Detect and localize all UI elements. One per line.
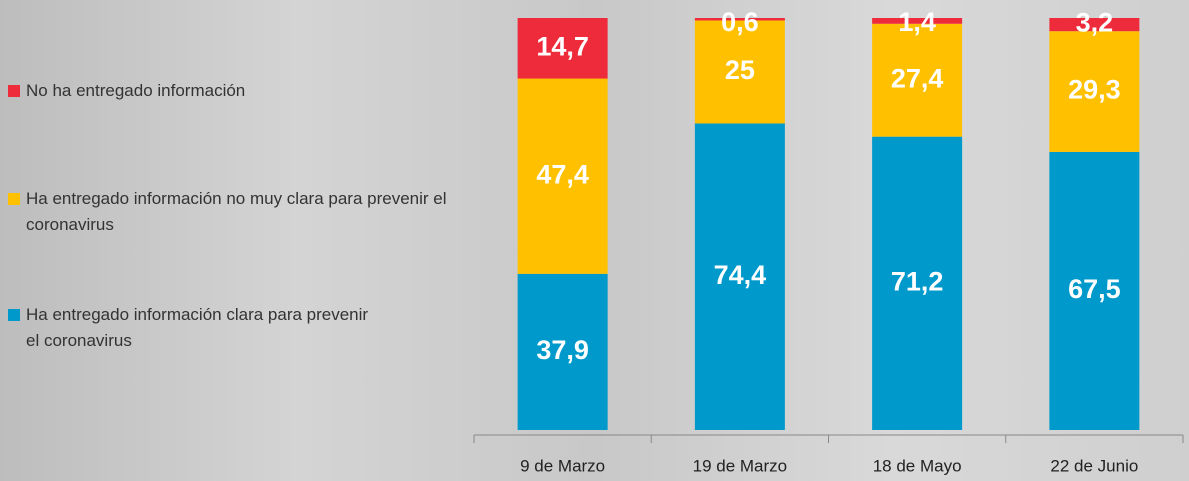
data-label: 3,2 xyxy=(1076,8,1114,38)
chart: No ha entregado informaciónHa entregado … xyxy=(0,0,1189,481)
data-label: 29,3 xyxy=(1068,75,1121,105)
x-tick-label: 19 de Marzo xyxy=(693,456,788,475)
data-label: 47,4 xyxy=(536,159,589,189)
data-label: 0,6 xyxy=(721,7,759,37)
data-label: 14,7 xyxy=(536,31,589,61)
data-label: 37,9 xyxy=(536,335,589,365)
data-label: 25 xyxy=(725,55,755,85)
data-label: 71,2 xyxy=(891,266,944,296)
data-label: 1,4 xyxy=(898,7,936,37)
x-tick-label: 22 de Junio xyxy=(1050,456,1138,475)
data-label: 74,4 xyxy=(714,260,767,290)
x-tick-label: 9 de Marzo xyxy=(520,456,605,475)
data-label: 27,4 xyxy=(891,63,944,93)
x-tick-label: 18 de Mayo xyxy=(873,456,962,475)
data-label: 67,5 xyxy=(1068,274,1121,304)
plot: 9 de Marzo 37,9 47,4 14,7 19 de Marzo 74,4 25 0… xyxy=(0,0,1189,481)
